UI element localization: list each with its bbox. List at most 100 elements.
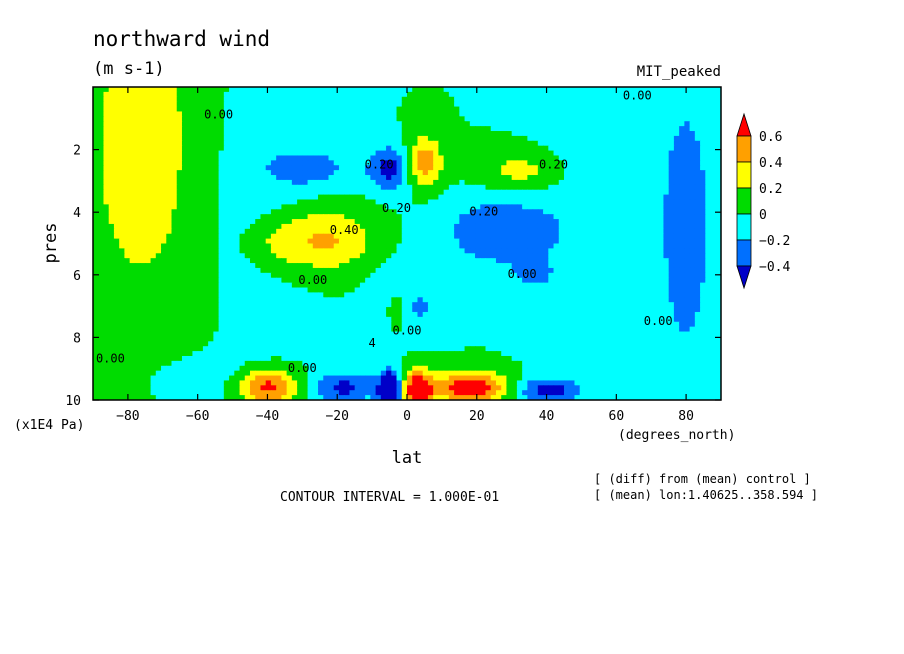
heatmap-cell	[600, 179, 607, 186]
heatmap-cell	[537, 248, 544, 254]
heatmap-cell	[134, 87, 141, 93]
heatmap-cell	[197, 204, 204, 210]
heatmap-cell	[485, 194, 492, 201]
heatmap-cell	[611, 258, 617, 264]
heatmap-cell	[208, 258, 214, 264]
heatmap-cell	[600, 228, 607, 235]
heatmap-cell	[255, 282, 262, 289]
heatmap-cell	[715, 184, 721, 191]
heatmap-cell	[595, 126, 602, 132]
heatmap-cell	[328, 126, 335, 132]
heatmap-cell	[270, 140, 277, 147]
heatmap-cell	[113, 233, 120, 240]
heatmap-cell	[443, 96, 450, 103]
heatmap-cell	[485, 277, 492, 284]
heatmap-cell	[318, 263, 324, 269]
heatmap-cell	[694, 96, 701, 103]
heatmap-cell	[365, 228, 371, 235]
heatmap-cell	[218, 282, 225, 289]
heatmap-cell	[166, 199, 173, 205]
heatmap-cell	[124, 131, 131, 137]
heatmap-cell	[579, 155, 586, 161]
heatmap-cell	[495, 126, 502, 132]
heatmap-cell	[422, 116, 429, 122]
heatmap-cell	[574, 145, 581, 152]
heatmap-cell	[443, 267, 450, 274]
heatmap-cell	[202, 204, 209, 210]
heatmap-cell	[590, 165, 596, 171]
heatmap-cell	[632, 209, 638, 215]
heatmap-cell	[700, 140, 706, 147]
heatmap-cell	[260, 135, 267, 142]
heatmap-cell	[155, 277, 162, 284]
heatmap-cell	[370, 96, 377, 103]
heatmap-cell	[548, 219, 555, 225]
heatmap-cell	[715, 126, 721, 132]
heatmap-cell	[208, 263, 214, 269]
heatmap-cell	[574, 175, 581, 181]
heatmap-cell	[511, 238, 518, 245]
heatmap-cell	[569, 111, 576, 117]
heatmap-cell	[673, 96, 680, 103]
heatmap-cell	[155, 106, 162, 113]
heatmap-cell	[427, 189, 434, 196]
heatmap-cell	[574, 223, 581, 230]
heatmap-cell	[328, 189, 335, 196]
heatmap-cell	[663, 253, 670, 259]
heatmap-cell	[595, 199, 602, 205]
heatmap-cell	[652, 243, 659, 249]
heatmap-cell	[553, 106, 560, 113]
heatmap-cell	[297, 179, 303, 186]
heatmap-cell	[637, 199, 644, 205]
heatmap-cell	[632, 263, 638, 269]
heatmap-cell	[187, 165, 194, 171]
heatmap-cell	[652, 126, 659, 132]
heatmap-cell	[443, 175, 450, 181]
heatmap-cell	[103, 106, 110, 113]
heatmap-cell	[710, 131, 717, 137]
heatmap-cell	[590, 263, 596, 269]
heatmap-cell	[637, 111, 644, 117]
heatmap-cell	[213, 204, 220, 210]
heatmap-cell	[150, 135, 157, 142]
heatmap-cell	[464, 228, 471, 235]
heatmap-cell	[480, 267, 487, 274]
heatmap-cell	[679, 101, 685, 108]
heatmap-cell	[260, 223, 267, 230]
heatmap-cell	[454, 272, 460, 279]
heatmap-cell	[569, 189, 576, 196]
heatmap-cell	[202, 248, 209, 254]
heatmap-cell	[417, 204, 424, 210]
heatmap-cell	[548, 150, 555, 157]
heatmap-cell	[647, 272, 654, 279]
heatmap-cell	[213, 267, 220, 274]
heatmap-cell	[412, 238, 419, 245]
heatmap-cell	[673, 91, 680, 98]
heatmap-cell	[333, 199, 340, 205]
heatmap-cell	[344, 116, 351, 122]
heatmap-cell	[459, 248, 466, 254]
heatmap-cell	[302, 287, 309, 294]
heatmap-cell	[93, 160, 99, 166]
heatmap-cell	[511, 194, 518, 201]
heatmap-cell	[333, 165, 340, 171]
heatmap-cell	[370, 170, 377, 176]
heatmap-cell	[438, 91, 445, 98]
heatmap-cell	[375, 101, 382, 108]
heatmap-cell	[286, 116, 293, 122]
heatmap-cell	[501, 111, 508, 117]
heatmap-cell	[401, 228, 408, 235]
heatmap-cell	[323, 96, 330, 103]
heatmap-cell	[150, 194, 157, 201]
heatmap-cell	[260, 267, 267, 274]
heatmap-cell	[93, 253, 99, 259]
heatmap-cell	[270, 145, 277, 152]
heatmap-cell	[626, 101, 633, 108]
heatmap-cell	[485, 272, 492, 279]
heatmap-cell	[527, 96, 534, 103]
heatmap-cell	[590, 272, 596, 279]
heatmap-cell	[276, 263, 282, 269]
heatmap-cell	[705, 155, 712, 161]
heatmap-cell	[652, 209, 659, 215]
heatmap-cell	[464, 96, 471, 103]
